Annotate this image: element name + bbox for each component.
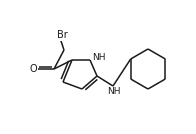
Text: O: O — [29, 64, 37, 74]
Text: Br: Br — [57, 30, 67, 40]
Text: NH: NH — [92, 53, 106, 62]
Text: NH: NH — [107, 88, 121, 96]
